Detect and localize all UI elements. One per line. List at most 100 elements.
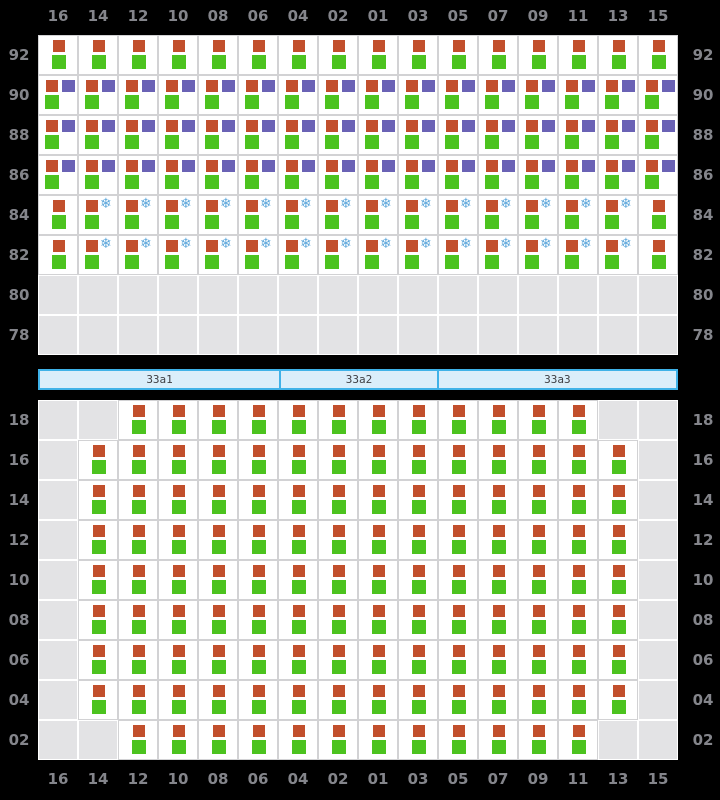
seat-cell[interactable] [158, 520, 198, 560]
seat-cell[interactable] [518, 115, 558, 155]
seat-cell[interactable] [118, 75, 158, 115]
seat-cell[interactable] [638, 75, 678, 115]
seat-cell[interactable] [518, 560, 558, 600]
seat-cell[interactable]: ❄ [238, 235, 278, 275]
seat-cell[interactable] [598, 35, 638, 75]
seat-cell[interactable]: ❄ [398, 195, 438, 235]
seat-cell[interactable] [518, 75, 558, 115]
seat-cell[interactable] [398, 720, 438, 760]
seat-cell[interactable] [318, 680, 358, 720]
seat-cell[interactable] [198, 75, 238, 115]
seat-cell[interactable] [278, 480, 318, 520]
seat-cell[interactable] [78, 680, 118, 720]
seat-cell[interactable] [438, 115, 478, 155]
seat-cell[interactable] [438, 400, 478, 440]
seat-cell[interactable] [518, 520, 558, 560]
seat-cell[interactable] [558, 115, 598, 155]
seat-cell[interactable] [358, 440, 398, 480]
seat-cell[interactable] [518, 720, 558, 760]
seat-cell[interactable] [198, 35, 238, 75]
seat-cell[interactable] [158, 640, 198, 680]
seat-cell[interactable] [598, 560, 638, 600]
seat-cell[interactable]: ❄ [318, 235, 358, 275]
seat-cell[interactable] [278, 600, 318, 640]
seat-cell[interactable] [278, 560, 318, 600]
seat-cell[interactable] [638, 115, 678, 155]
seat-cell[interactable]: ❄ [318, 195, 358, 235]
seat-cell[interactable] [558, 480, 598, 520]
seat-cell[interactable] [78, 640, 118, 680]
seat-cell[interactable] [278, 680, 318, 720]
seat-cell[interactable] [158, 75, 198, 115]
seat-cell[interactable] [398, 440, 438, 480]
seat-cell[interactable] [558, 600, 598, 640]
seat-cell[interactable] [558, 440, 598, 480]
seat-cell[interactable] [118, 560, 158, 600]
seat-cell[interactable] [78, 75, 118, 115]
seat-cell[interactable] [198, 560, 238, 600]
seat-cell[interactable] [278, 115, 318, 155]
seat-cell[interactable] [318, 35, 358, 75]
seat-cell[interactable]: ❄ [598, 235, 638, 275]
seat-cell[interactable]: ❄ [518, 235, 558, 275]
seat-cell[interactable] [398, 400, 438, 440]
seat-cell[interactable] [78, 480, 118, 520]
seat-cell[interactable] [438, 440, 478, 480]
seat-cell[interactable] [558, 640, 598, 680]
seat-cell[interactable] [438, 720, 478, 760]
seat-cell[interactable]: ❄ [438, 235, 478, 275]
seat-cell[interactable] [598, 115, 638, 155]
seat-cell[interactable] [238, 35, 278, 75]
seat-cell[interactable] [38, 115, 78, 155]
seat-cell[interactable] [398, 155, 438, 195]
seat-cell[interactable] [198, 520, 238, 560]
seat-cell[interactable]: ❄ [78, 235, 118, 275]
seat-cell[interactable] [238, 155, 278, 195]
seat-cell[interactable] [78, 520, 118, 560]
seat-cell[interactable] [358, 640, 398, 680]
seat-cell[interactable] [158, 35, 198, 75]
seat-cell[interactable] [638, 35, 678, 75]
seat-cell[interactable] [598, 640, 638, 680]
seat-cell[interactable] [238, 600, 278, 640]
seat-cell[interactable] [478, 440, 518, 480]
seat-cell[interactable] [438, 75, 478, 115]
seat-cell[interactable] [78, 440, 118, 480]
seat-cell[interactable] [118, 400, 158, 440]
seat-cell[interactable] [558, 520, 598, 560]
seat-cell[interactable] [158, 155, 198, 195]
seat-cell[interactable] [198, 155, 238, 195]
seat-cell[interactable]: ❄ [438, 195, 478, 235]
seat-cell[interactable]: ❄ [118, 235, 158, 275]
seat-cell[interactable]: ❄ [478, 195, 518, 235]
seat-cell[interactable] [358, 600, 398, 640]
seat-cell[interactable] [318, 560, 358, 600]
seat-cell[interactable] [78, 155, 118, 195]
seat-cell[interactable] [398, 560, 438, 600]
seat-cell[interactable] [438, 640, 478, 680]
seat-cell[interactable] [78, 115, 118, 155]
seat-cell[interactable]: ❄ [158, 235, 198, 275]
seat-cell[interactable] [198, 640, 238, 680]
seat-cell[interactable] [398, 520, 438, 560]
seat-cell[interactable] [558, 400, 598, 440]
seat-cell[interactable] [358, 560, 398, 600]
seat-cell[interactable] [238, 75, 278, 115]
seat-cell[interactable] [158, 400, 198, 440]
seat-cell[interactable] [358, 115, 398, 155]
seat-cell[interactable] [238, 680, 278, 720]
seat-cell[interactable] [478, 115, 518, 155]
seat-cell[interactable] [278, 640, 318, 680]
seat-cell[interactable] [478, 680, 518, 720]
seat-cell[interactable] [598, 480, 638, 520]
seat-cell[interactable] [318, 400, 358, 440]
seat-cell[interactable] [358, 155, 398, 195]
seat-cell[interactable] [358, 75, 398, 115]
seat-cell[interactable] [278, 155, 318, 195]
seat-cell[interactable]: ❄ [518, 195, 558, 235]
seat-cell[interactable] [518, 600, 558, 640]
seat-cell[interactable]: ❄ [398, 235, 438, 275]
seat-cell[interactable] [638, 195, 678, 235]
seat-cell[interactable] [278, 520, 318, 560]
seat-cell[interactable] [118, 155, 158, 195]
